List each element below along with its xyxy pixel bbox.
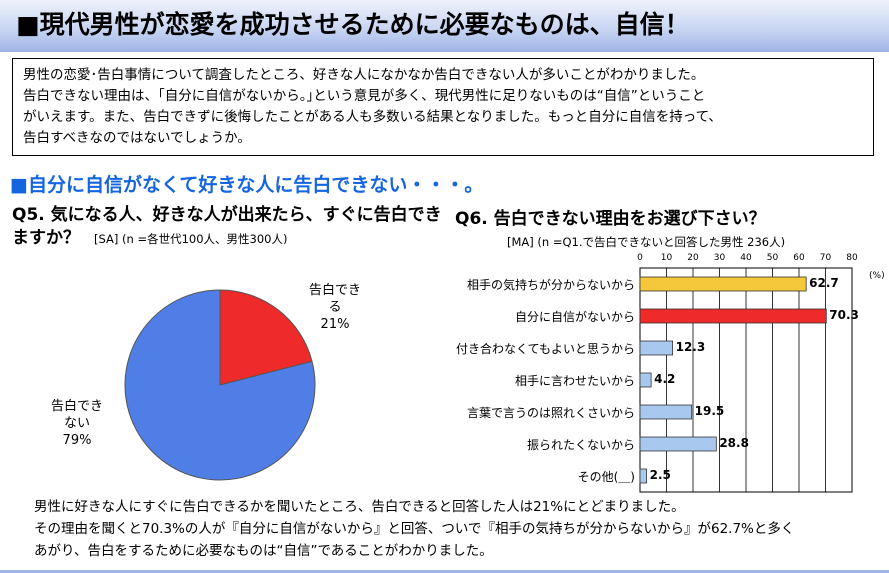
bar-5 [639,436,717,452]
pie-label-line: ない [63,416,90,431]
intro-line: 告白できない理由は、｢自分に自信がないから。｣という意見が多く、現代男性に足りな… [23,88,706,104]
summary-line: 男性に好きな人にすぐに告白できるかを聞いたところ、告白できると回答した人は21%… [34,499,685,515]
summary-text: 男性に好きな人にすぐに告白できるかを聞いたところ、告白できると回答した人は21%… [34,496,874,562]
x-tick-label: 70 [819,253,832,263]
bar-3 [639,372,652,388]
summary-line: あがり、告白をするために必要なものは“自信”であることがわかりました。 [34,543,493,559]
value-label: 28.8 [719,436,749,450]
intro-line: がいえます。また、告白できずに後悔したことがある人も多数いる結果となりました。も… [23,109,722,125]
category-label: その他(＿) [577,470,635,484]
pie-slice-0 [219,289,313,386]
pie-label-line: 79% [62,433,92,448]
value-label: 19.5 [694,404,725,418]
unit-label: (%) [869,271,885,281]
value-label: 2.5 [649,468,671,482]
page-title: ■現代男性が恋愛を成功させるために必要なものは、自信！ [16,10,690,39]
value-label: 70.3 [829,308,859,322]
x-tick-label: 0 [637,253,643,263]
title-banner: ■現代男性が恋愛を成功させるために必要なものは、自信！ [0,0,889,52]
q5-question: Q5. 気になる人、好きな人が出来たら、すぐに告白できますか？ [SA] (n =… [12,204,442,251]
intro-box: 男性の恋愛･告白事情について調査したところ、好きな人になかなか告白できない人が多… [12,58,874,156]
x-tick-label: 20 [687,253,699,263]
pie-label-0: 告白できる 21% [300,282,370,333]
x-tick-label: 50 [766,253,779,263]
pie-label-1: 告白できない 79% [42,398,112,449]
value-label: 4.2 [654,372,676,386]
x-tick-label: 80 [846,253,858,263]
value-label: 62.7 [809,276,839,290]
x-tick-label: 40 [740,253,752,263]
value-label: 12.3 [675,340,706,354]
pie-slice-1 [124,289,316,481]
bottom-rule [0,570,889,573]
pie-label-line: る [328,300,342,315]
q5-title: Q5. 気になる人、好きな人が出来たら、すぐに告白できますか？ [12,205,442,248]
pie-label-line: 告白でき [308,283,361,298]
section-heading: ■自分に自信がなくて好きな人に告白できない・・・。 [10,174,484,196]
category-label: 自分に自信がないから [514,310,635,324]
pie-label-line: 21% [320,317,350,332]
category-label: 相手の気持ちが分からないから [466,278,635,292]
intro-line: 男性の恋愛･告白事情について調査したところ、好きな人になかなか告白できない人が多… [23,67,705,83]
pie-label-line: 告白でき [50,399,103,414]
q6-title: Q6. 告白できない理由をお選び下さい？ [455,209,766,229]
category-label: 振られたくないから [526,438,635,452]
bar-1 [639,308,827,324]
summary-line: その理由を聞くと70.3%の人が『自分に自信がないから』と回答、ついで『相手の気… [34,521,795,537]
bar-2 [639,340,673,356]
category-label: 相手に言わせたいから [514,374,635,388]
category-label: 言葉で言うのは照れくさいから [466,406,635,420]
x-tick-label: 10 [660,253,673,263]
q6-sample: [MA] (n =Q1.で告白できないと回答した男性 236人) [507,235,786,249]
bar-4 [639,404,693,420]
bar-0 [639,276,807,292]
category-label: 付き合わなくてもよいと思うから [455,342,635,356]
x-tick-label: 60 [793,253,805,263]
q5-sample: [SA] (n =各世代100人、男性300人) [94,232,288,246]
x-tick-label: 30 [713,253,726,263]
intro-line: 告白すべきなのではないでしょうか。 [23,130,251,146]
bar-6 [639,468,648,484]
